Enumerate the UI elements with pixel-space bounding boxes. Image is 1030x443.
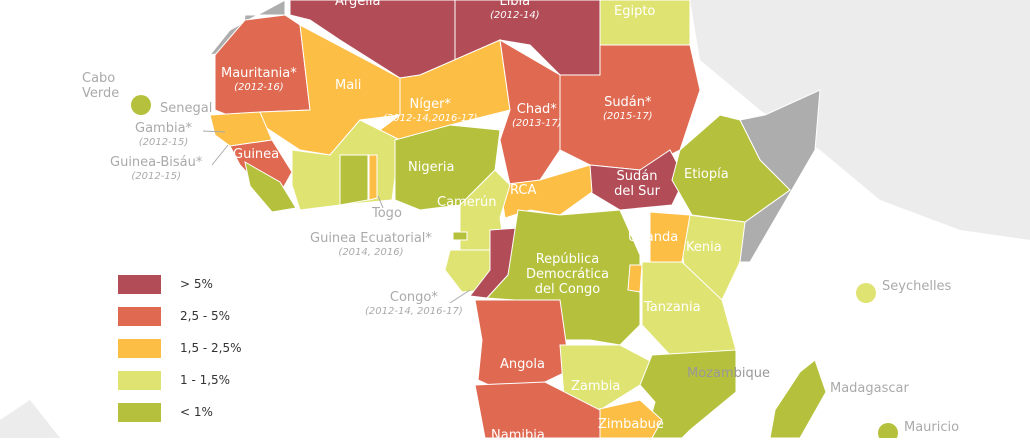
rdc-shape bbox=[485, 209, 641, 346]
legend-item: 1 - 1,5% bbox=[118, 364, 242, 396]
legend-swatch bbox=[118, 306, 161, 326]
label-gambia: Gambia* (2012-15) bbox=[135, 121, 193, 148]
label-namibia: Namibia bbox=[491, 428, 545, 443]
legend-item: > 5% bbox=[118, 268, 242, 300]
legend-item: 2,5 - 5% bbox=[118, 300, 242, 332]
label-congo: Congo* (2012-14, 2016-17) bbox=[365, 290, 463, 317]
label-angola: Angola bbox=[500, 357, 545, 372]
label-seychelles: Seychelles bbox=[882, 279, 952, 294]
label-kenia: Kenia bbox=[686, 240, 722, 255]
label-senegal: Senegal bbox=[160, 101, 213, 116]
legend-item: 1,5 - 2,5% bbox=[118, 332, 242, 364]
rwanda-burundi-shape bbox=[627, 264, 643, 293]
legend-label: > 5% bbox=[180, 277, 213, 291]
legend-swatch bbox=[118, 274, 161, 294]
label-sudan: Sudán* (2015-17) bbox=[603, 95, 653, 122]
guinea-ecuatorial-shape bbox=[452, 231, 468, 241]
label-argelia: Argelia bbox=[335, 0, 381, 9]
label-madagascar: Madagascar bbox=[830, 381, 909, 396]
countries bbox=[208, 0, 827, 438]
legend-swatch bbox=[118, 338, 161, 358]
label-zimbabue: Zimbabue bbox=[598, 417, 664, 432]
label-rdc: República Democrática del Congo bbox=[526, 252, 609, 297]
label-guinea: Guinea bbox=[233, 147, 280, 162]
label-guinea-bisau: Guinea-Bisáu* (2012-15) bbox=[110, 155, 203, 182]
label-mauricio: Mauricio bbox=[904, 420, 960, 435]
mauricio-marker bbox=[878, 423, 898, 438]
label-camerun: Camerún bbox=[437, 195, 497, 210]
legend-label: 2,5 - 5% bbox=[180, 309, 231, 323]
liberia-shape bbox=[244, 161, 297, 213]
label-mali: Mali bbox=[335, 78, 362, 93]
label-etiopia: Etiopía bbox=[684, 167, 729, 182]
togo-shape bbox=[368, 154, 378, 201]
label-egipto: Egipto bbox=[614, 4, 656, 19]
label-cabo-verde: Cabo Verde bbox=[82, 71, 120, 101]
label-mauritania: Mauritania* (2012-16) bbox=[221, 66, 297, 93]
label-guinea-ecuatorial: Guinea Ecuatorial* (2014, 2016) bbox=[310, 231, 432, 258]
legend-swatch bbox=[118, 370, 161, 390]
etiopia-shape bbox=[671, 114, 791, 223]
madagascar-shape bbox=[769, 359, 827, 438]
ghana-shape bbox=[339, 154, 369, 206]
legend-label: 1,5 - 2,5% bbox=[180, 341, 242, 355]
label-nigeria: Nigeria bbox=[408, 160, 455, 175]
legend-label: < 1% bbox=[180, 405, 213, 419]
legend: > 5% 2,5 - 5% 1,5 - 2,5% 1 - 1,5% < 1% bbox=[118, 268, 242, 428]
seychelles-marker bbox=[856, 283, 876, 303]
label-togo: Togo bbox=[372, 206, 402, 221]
label-zambia: Zambia bbox=[571, 379, 621, 394]
rca-shape bbox=[499, 164, 593, 219]
mozambique-shape bbox=[639, 349, 737, 438]
leader-lines bbox=[202, 130, 471, 304]
legend-item: < 1% bbox=[118, 396, 242, 428]
legend-label: 1 - 1,5% bbox=[180, 373, 231, 387]
label-mozambique: Mozambique bbox=[687, 366, 770, 381]
label-libia: Libia (2012-14) bbox=[490, 0, 540, 21]
label-niger: Níger* (2012-14,2016-17) bbox=[383, 97, 478, 124]
label-tanzania: Tanzania bbox=[644, 300, 701, 315]
label-sudan-sur: Sudán del Sur bbox=[614, 169, 660, 199]
label-uganda: Uganda bbox=[628, 230, 679, 245]
label-chad: Chad* (2013-17) bbox=[512, 102, 562, 129]
label-rca: RCA bbox=[510, 183, 537, 198]
angola-shape bbox=[474, 299, 571, 391]
legend-swatch bbox=[118, 402, 161, 422]
cabo-verde-marker bbox=[131, 95, 151, 115]
namibia-shape bbox=[474, 381, 601, 438]
